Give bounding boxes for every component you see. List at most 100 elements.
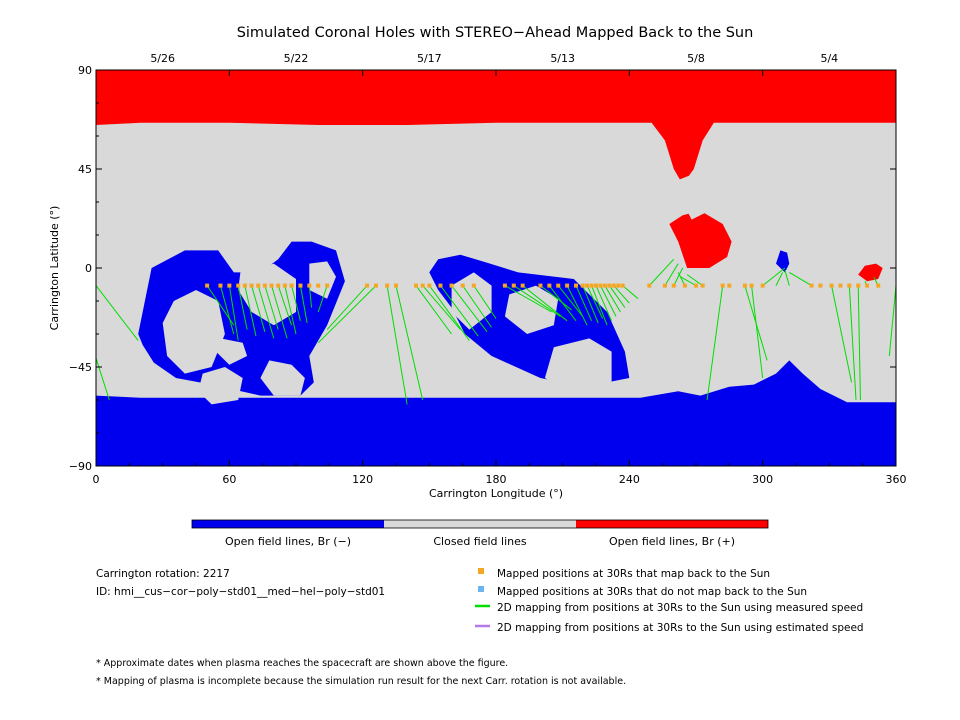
chart-title: Simulated Coronal Holes with STEREO−Ahea…: [237, 25, 754, 41]
mapped-point: [720, 283, 725, 288]
top-date-axis: 5/26 5/22 5/17 5/13 5/8 5/4: [150, 52, 838, 65]
closed-field-island: [544, 338, 612, 396]
mapping-line-measured: [595, 285, 613, 322]
colorbar: Open field lines, Br (−) Closed field li…: [191, 519, 769, 548]
mapping-line-measured: [888, 285, 896, 357]
mapping-line-measured: [277, 285, 293, 326]
mapping-line-measured: [271, 285, 288, 339]
mapped-point: [700, 283, 705, 288]
mapping-line-measured: [664, 263, 679, 286]
mapped-point: [242, 283, 247, 288]
top-date-label: 5/8: [687, 52, 705, 65]
negative-coronal-hole: [776, 250, 790, 273]
carrington-rotation-info: Carrington rotation: 2217: [96, 568, 230, 580]
mapped-point: [256, 283, 261, 288]
mapped-point: [585, 283, 590, 288]
mapped-point: [694, 283, 698, 288]
y-axis: 90 45 0 −45 −90: [69, 64, 896, 473]
colorbar-segment-negative: [192, 520, 384, 528]
mapping-line-measured: [648, 258, 675, 286]
mapped-point: [876, 283, 881, 288]
mapping-line-measured: [857, 285, 861, 401]
mapping-line-measured: [680, 276, 697, 287]
mapping-line-measured: [440, 285, 479, 337]
mapped-point: [727, 283, 732, 288]
mapped-point: [374, 283, 378, 288]
legend-label-estimated-speed: 2D mapping from positions at 30Rs to the…: [497, 622, 864, 634]
mapping-line-measured: [308, 285, 313, 308]
mapping-line-measured: [608, 285, 626, 308]
mapped-point: [205, 283, 210, 288]
colorbar-segment-closed: [384, 520, 576, 528]
colorbar-label-positive: Open field lines, Br (+): [609, 535, 735, 548]
x-tick-label: 240: [619, 473, 640, 486]
y-tick-label: −90: [69, 460, 92, 473]
mapping-line-measured: [706, 285, 724, 401]
top-date-label: 5/13: [550, 52, 575, 65]
y-tick-label: 90: [78, 64, 92, 77]
mapping-line-measured: [317, 285, 377, 344]
mapping-line-measured: [591, 285, 608, 326]
y-tick-label: 45: [78, 163, 92, 176]
colorbar-label-closed: Closed field lines: [433, 535, 527, 548]
mapping-line-measured: [395, 285, 424, 401]
mapped-point: [262, 283, 267, 288]
mapped-point: [249, 283, 254, 288]
mapped-point: [276, 283, 281, 288]
mapping-line-measured: [784, 270, 790, 286]
mapping-line-measured: [264, 285, 279, 330]
mapped-point: [647, 283, 652, 288]
mapped-point: [471, 283, 476, 288]
legend-label-mapped: Mapped positions at 30Rs that map back t…: [497, 568, 770, 580]
mapped-point: [607, 283, 612, 288]
mapping-line-measured: [96, 358, 110, 401]
x-tick-label: 60: [222, 473, 236, 486]
y-tick-label: 0: [85, 262, 92, 275]
mapped-point: [438, 283, 443, 288]
mapping-line-measured: [566, 285, 588, 326]
mapping-line-measured: [548, 285, 577, 322]
mapped-point: [809, 283, 814, 288]
mapping-line-measured: [540, 285, 572, 311]
mapped-point: [227, 283, 232, 288]
mapped-point: [236, 283, 241, 288]
mapped-point: [538, 283, 543, 288]
mapped-point: [580, 283, 585, 288]
closed-field-island: [162, 290, 225, 374]
mapped-point: [838, 283, 843, 288]
mapping-line-measured: [462, 285, 492, 328]
top-date-label: 5/4: [820, 52, 838, 65]
mapping-line-measured: [613, 285, 630, 304]
mapped-point: [856, 283, 861, 288]
x-tick-label: 0: [93, 473, 100, 486]
mapping-line-measured: [686, 274, 703, 287]
mapped-point: [289, 283, 294, 288]
mapped-point: [316, 283, 321, 288]
mapped-point: [218, 283, 223, 288]
mapped-point: [598, 283, 603, 288]
mapped-point: [556, 283, 561, 288]
mapping-line-measured: [219, 285, 235, 335]
mapping-line-measured: [775, 272, 784, 286]
mapped-point: [520, 283, 525, 288]
mapped-point: [671, 283, 676, 288]
footnote-dates: * Approximate dates when plasma reaches …: [96, 658, 508, 669]
y-tick-label: −45: [69, 361, 92, 374]
y-axis-label: Carrington Latitude (°): [48, 206, 61, 331]
mapped-point: [594, 283, 598, 288]
legend-swatch-unmapped: [478, 586, 484, 592]
x-tick-label: 300: [752, 473, 773, 486]
mapped-point: [394, 283, 398, 288]
mapped-point: [282, 283, 287, 288]
mapped-point: [269, 283, 274, 288]
top-date-label: 5/17: [417, 52, 442, 65]
mapped-point: [414, 283, 418, 288]
footnote-incomplete: * Mapping of plasma is incomplete becaus…: [96, 676, 626, 687]
mapping-line-measured: [557, 285, 584, 317]
legend-label-unmapped: Mapped positions at 30Rs that do not map…: [497, 586, 807, 598]
mapped-point: [574, 283, 578, 288]
mapping-line-measured: [257, 285, 275, 339]
closed-field-island: [309, 261, 336, 299]
mapped-point: [760, 283, 765, 288]
